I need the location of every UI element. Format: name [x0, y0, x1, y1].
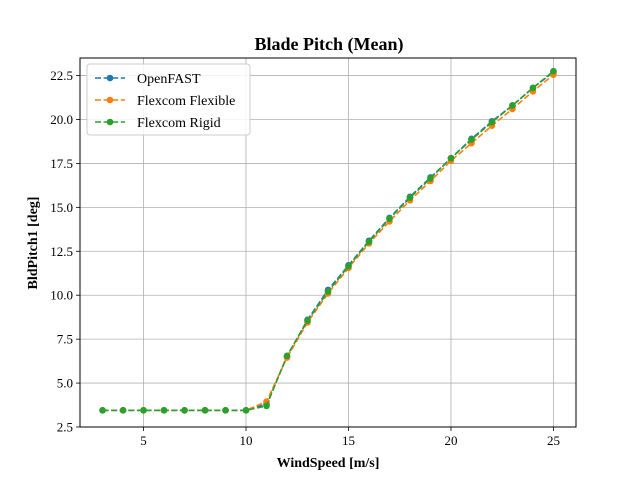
legend-box [86, 63, 251, 136]
ticks: 5 10 15 20 25 2.5 5.0 7.5 10.0 12.5 15.0 17.5 20.0 22… [50, 68, 560, 448]
y-axis-label: BldPitch1 [deg] [26, 197, 41, 290]
legend-label: OpenFAST [137, 72, 201, 87]
y-tick-label: 12.5 [50, 244, 73, 259]
y-tick-label: 15.0 [50, 200, 73, 215]
data-point [283, 352, 291, 360]
data-point [140, 407, 147, 414]
x-axis-label: WindSpeed [m/s] [277, 456, 380, 471]
y-tick-label: 10.0 [50, 288, 73, 303]
data-point [181, 407, 188, 414]
data-point [345, 262, 352, 270]
data-point [488, 118, 496, 126]
data-point [427, 175, 434, 182]
data-point [447, 154, 455, 162]
series-2 [99, 67, 557, 414]
plot-frame [79, 57, 577, 428]
data-point [386, 215, 393, 223]
data-point [222, 407, 229, 414]
data-point [365, 238, 373, 245]
data-point [406, 194, 414, 201]
legend-label: Flexcom Flexible [137, 94, 235, 109]
data-point [119, 407, 127, 414]
data-point [304, 317, 311, 324]
data-point [242, 407, 250, 414]
x-tick-label: 10 [240, 433, 253, 448]
legend-entry: Flexcom Rigid [95, 116, 221, 131]
legend-entry: Flexcom Flexible [95, 94, 235, 109]
data-point [550, 67, 557, 75]
y-tick-label: 20.0 [50, 112, 73, 127]
data-point [529, 84, 537, 92]
chart-title: Blade Pitch (Mean) [255, 34, 404, 55]
legend-entry: OpenFAST [95, 72, 201, 87]
y-tick-label: 7.5 [57, 332, 73, 347]
data-point [201, 407, 209, 414]
legend-label: Flexcom Rigid [137, 116, 221, 131]
legend: OpenFAST Flexcom Flexible Flexcom Rigid [86, 63, 251, 136]
data-point [468, 136, 475, 144]
legend-marker [106, 118, 114, 126]
series-layer [99, 67, 557, 414]
legend-marker [106, 74, 114, 82]
x-tick-label: 15 [342, 433, 355, 448]
data-point [160, 407, 168, 414]
y-tick-label: 2.5 [57, 420, 73, 435]
y-tick-label: 5.0 [57, 376, 73, 391]
data-point [99, 407, 106, 414]
y-tick-label: 22.5 [50, 68, 73, 83]
data-point [324, 288, 332, 296]
series-line [102, 74, 554, 412]
data-point [263, 402, 270, 410]
legend-marker [106, 96, 114, 104]
data-point [509, 102, 516, 109]
x-tick-label: 5 [140, 433, 147, 448]
x-tick-label: 20 [444, 433, 457, 448]
x-tick-label: 25 [547, 433, 560, 448]
y-tick-label: 17.5 [50, 156, 73, 171]
